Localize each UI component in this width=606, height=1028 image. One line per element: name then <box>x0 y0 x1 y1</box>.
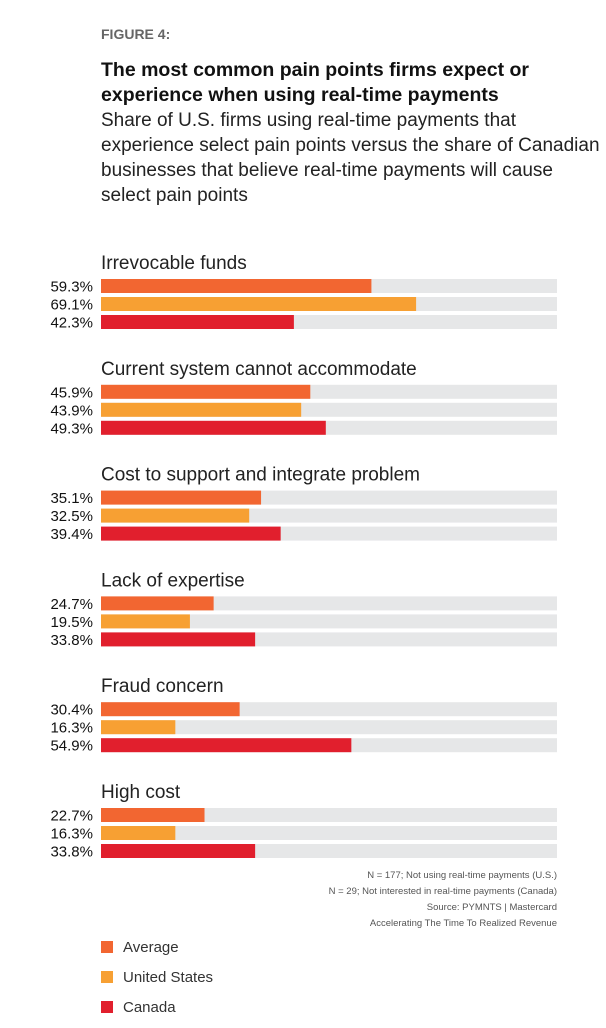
category-label: Fraud concern <box>101 676 224 697</box>
data-label: 32.5% <box>50 508 93 525</box>
data-label: 35.1% <box>50 490 93 507</box>
bar <box>101 614 190 629</box>
legend: Average United States Canada <box>101 932 213 1022</box>
data-label: 49.3% <box>50 420 93 437</box>
bar <box>101 526 281 541</box>
category-label: Irrevocable funds <box>101 253 247 274</box>
category-label: Cost to support and integrate problem <box>101 465 420 486</box>
chart-subtitle: Share of U.S. firms using real-time paym… <box>101 110 600 206</box>
note: Accelerating The Time To Realized Revenu… <box>369 918 557 929</box>
data-label: 24.7% <box>50 596 93 613</box>
bar-track <box>101 826 557 840</box>
notes: N = 177; Not using real-time payments (U… <box>329 868 557 932</box>
bar <box>101 490 262 505</box>
legend-label: Average <box>123 938 179 956</box>
note: N = 177; Not using real-time payments (U… <box>367 870 557 881</box>
bar <box>101 826 176 840</box>
chart-title: The most common pain points firms expect… <box>101 59 529 106</box>
bar <box>101 702 240 717</box>
legend-label: Canada <box>123 998 176 1016</box>
bar <box>101 315 294 329</box>
bar-track <box>101 720 557 735</box>
bar <box>101 596 214 611</box>
bar <box>101 808 205 822</box>
category-label: High cost <box>101 782 181 803</box>
note: Source: PYMNTS | Mastercard <box>426 902 557 913</box>
data-label: 69.1% <box>50 297 93 314</box>
data-label: 19.5% <box>50 614 93 631</box>
data-label: 33.8% <box>50 632 93 649</box>
bar <box>101 384 311 399</box>
legend-label: United States <box>123 968 214 986</box>
data-label: 54.9% <box>50 738 93 755</box>
data-label: 59.3% <box>50 279 93 296</box>
bar <box>101 297 417 311</box>
bar-track <box>101 614 557 629</box>
bar-track <box>101 808 557 822</box>
category-label: Lack of expertise <box>101 570 245 591</box>
bar <box>101 738 352 753</box>
legend-item: United States <box>101 962 213 992</box>
data-label: 39.4% <box>50 526 93 543</box>
data-label: 16.3% <box>50 826 93 843</box>
bar <box>101 844 256 858</box>
bar <box>101 508 250 523</box>
data-label: 33.8% <box>50 844 93 861</box>
legend-swatch <box>101 941 113 953</box>
legend-swatch <box>101 971 113 983</box>
data-label: 22.7% <box>50 808 93 825</box>
legend-item: Average <box>101 932 213 962</box>
data-label: 30.4% <box>50 702 93 719</box>
data-label: 42.3% <box>50 315 93 332</box>
bar <box>101 279 372 293</box>
note: N = 29; Not interested in real-time paym… <box>328 886 557 897</box>
figure-label: FIGURE 4: <box>101 26 171 42</box>
bar-chart: Irrevocable funds 59.3%69.1%42.3% Current … <box>50 253 557 861</box>
data-label: 16.3% <box>50 720 93 737</box>
legend-swatch <box>101 1001 113 1013</box>
bar <box>101 402 302 417</box>
legend-item: Canada <box>101 992 213 1022</box>
data-label: 45.9% <box>50 384 93 401</box>
category-label: Current system cannot accommodate <box>101 359 417 380</box>
data-label: 43.9% <box>50 402 93 419</box>
bar <box>101 420 326 435</box>
bar <box>101 720 176 735</box>
bar <box>101 632 256 647</box>
bar-track <box>101 596 557 611</box>
